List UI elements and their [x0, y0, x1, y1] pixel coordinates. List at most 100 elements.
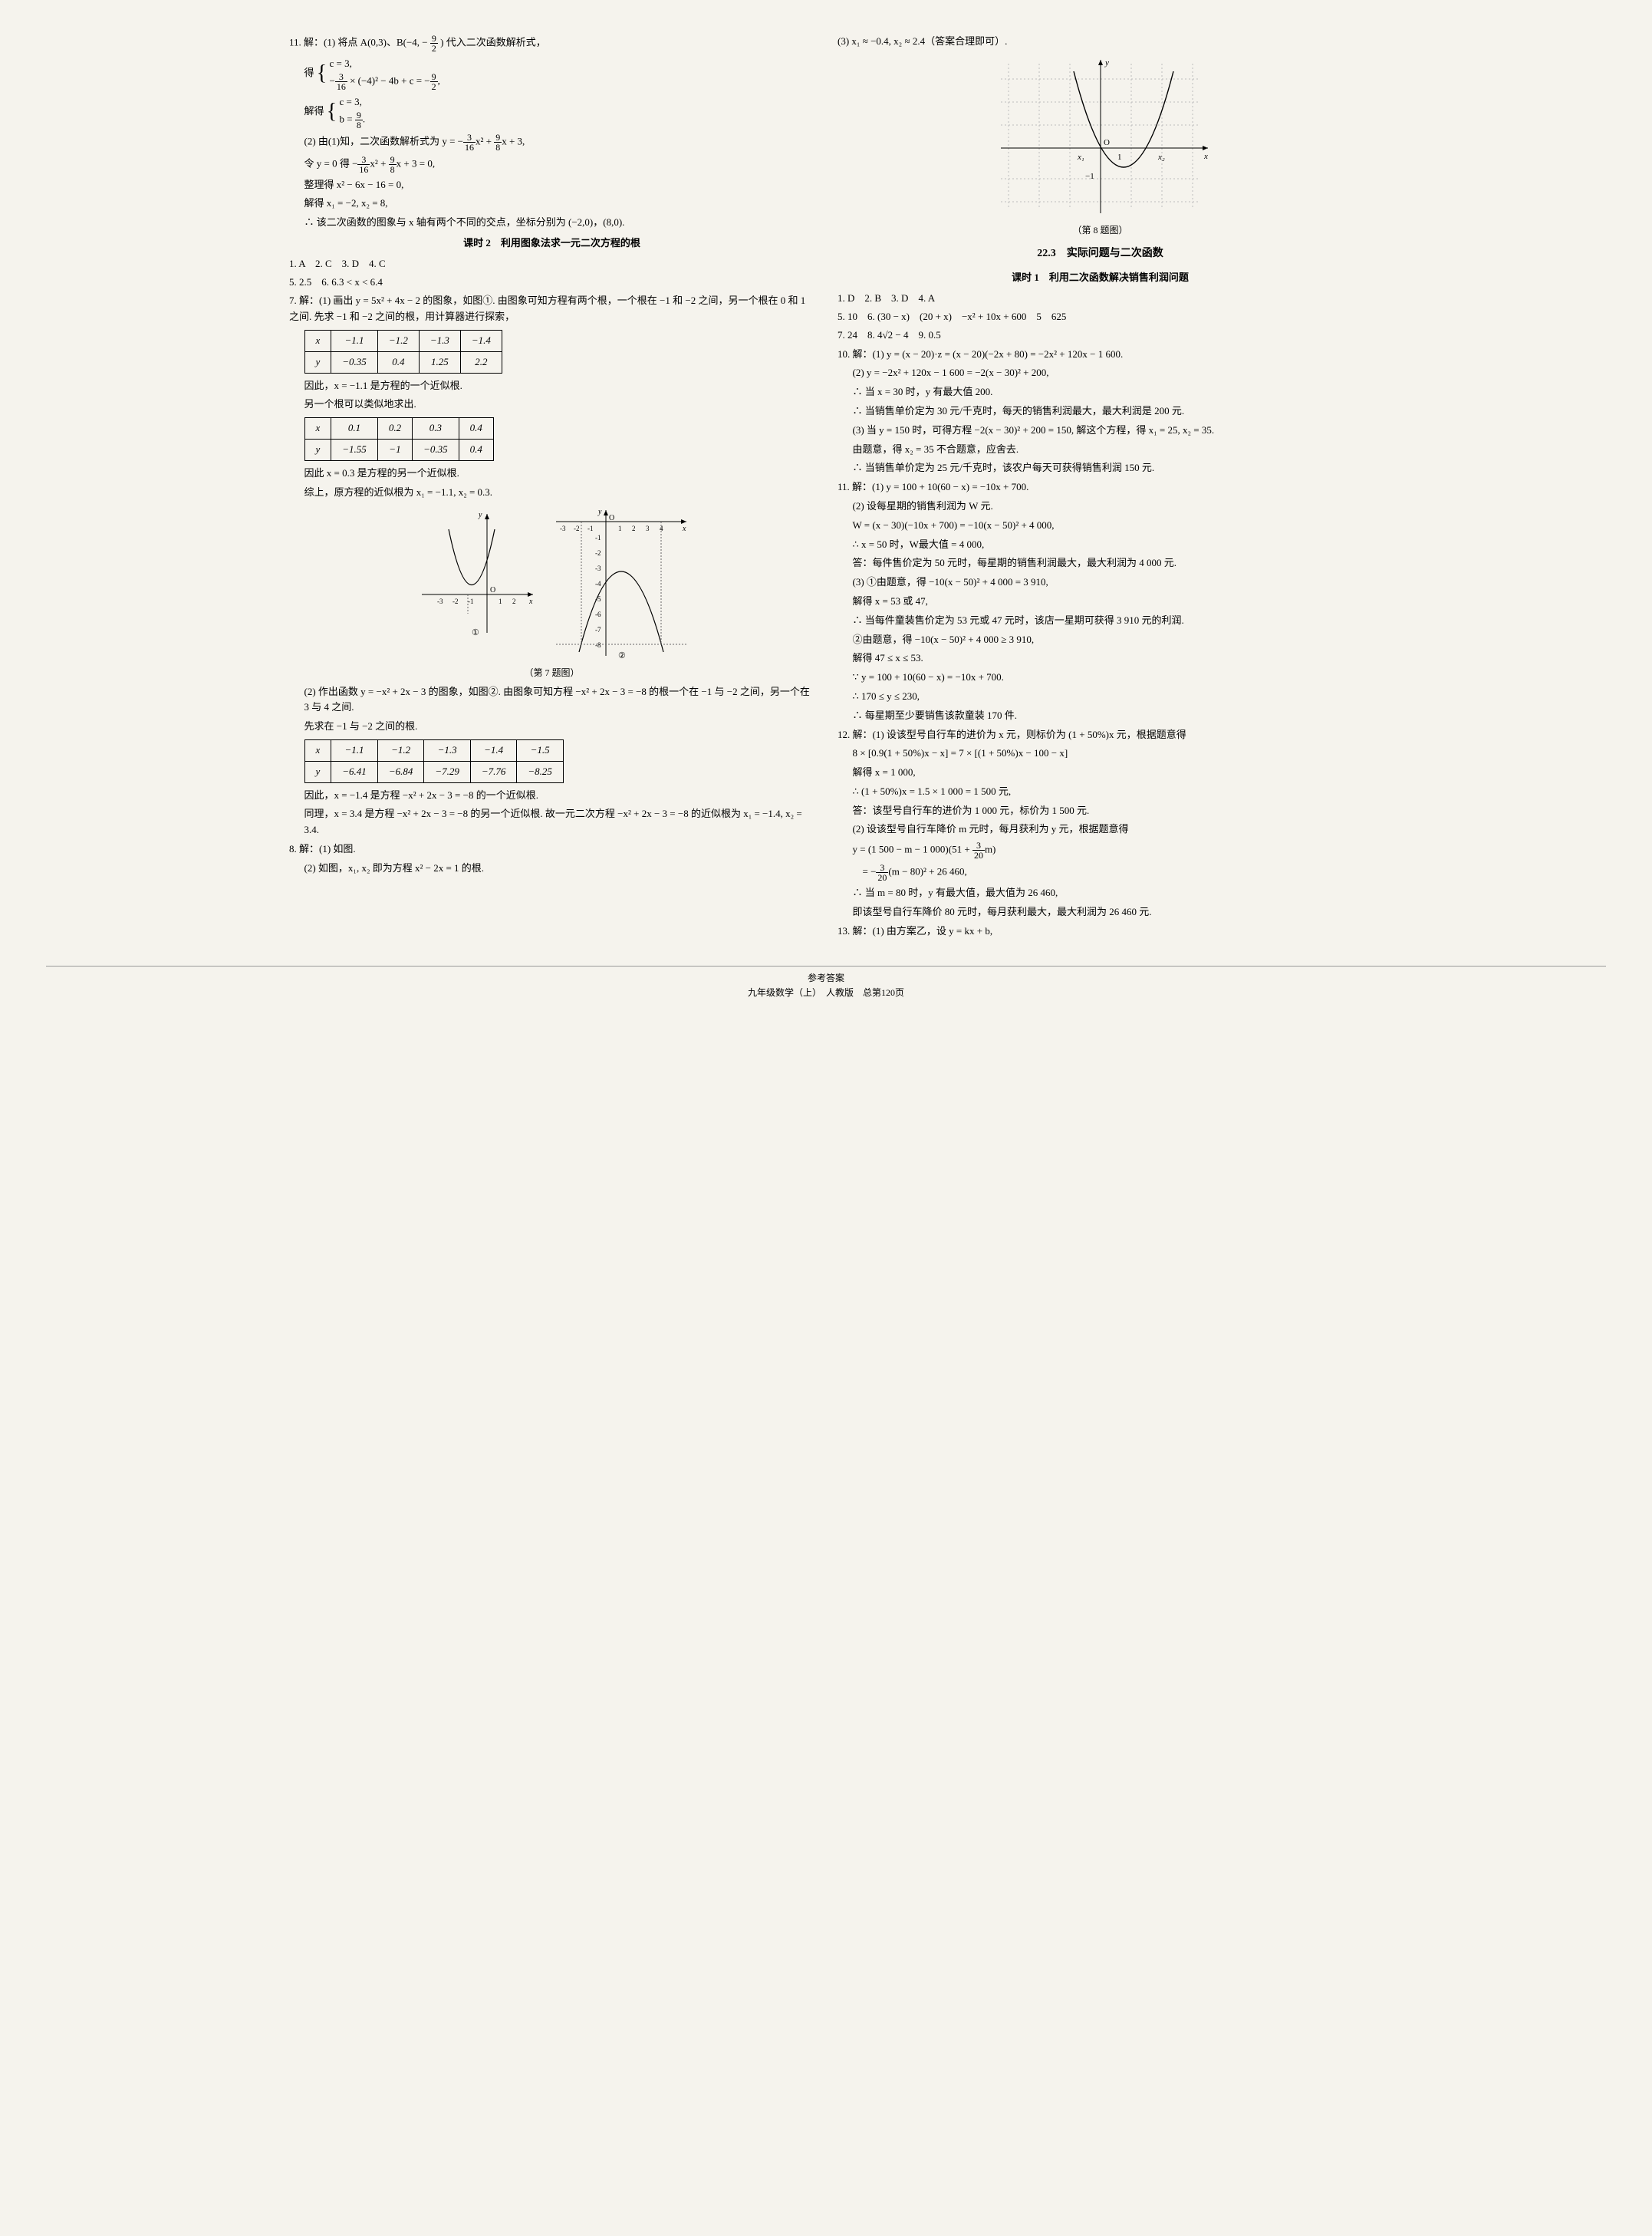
q11-p6: ∴ 该二次函数的图象与 x 轴有两个不同的交点，坐标分别为 (−2,0)，(8,… [289, 215, 814, 231]
q10-l1: 10. 解：(1) y = (x − 20)·z = (x − 20)(−2x … [838, 347, 1363, 363]
footer-info: 九年级数学（上） 人教版 总第120页 [46, 986, 1606, 1000]
sys-line: c = 3, [329, 56, 439, 72]
text: 11. 解：(1) 将点 A(0,3)、B(−4, − [289, 36, 428, 48]
svg-text:-4: -4 [595, 580, 601, 588]
q11-l9: ②由题意，得 −10(x − 50)² + 4 000 ≥ 3 910, [838, 632, 1363, 648]
graph-2: O x y -3 -2 -1 1 2 3 4 -1 -2 -3 -4 -5 -6 [552, 506, 690, 660]
keshi2-title: 课时 2 利用图象法求一元二次方程的根 [289, 235, 814, 252]
q12-l1: 12. 解：(1) 设该型号自行车的进价为 x 元，则标价为 (1 + 50%)… [838, 727, 1363, 743]
o-label: O [490, 586, 495, 594]
q10-l7: ∴ 当销售单价定为 25 元/千克时，该农户每天可获得销售利润 150 元. [838, 460, 1363, 476]
q7-mid2: 另一个根可以类似地求出. [289, 397, 814, 413]
q7-p2: (2) 作出函数 y = −x² + 2x − 3 的图象，如图②. 由图象可知… [289, 684, 814, 716]
q11-l11: ∵ y = 100 + 10(60 − x) = −10x + 700. [838, 670, 1363, 686]
svg-text:-6: -6 [595, 611, 601, 618]
frac: 92 [430, 34, 438, 53]
q10-l2: (2) y = −2x² + 120x − 1 600 = −2(x − 30)… [838, 365, 1363, 381]
neg1-label: −1 [1085, 172, 1094, 181]
q10-l6: 由题意，得 x₂ = 35 不合题意，应舍去. [838, 442, 1363, 458]
q7-mid1: 因此，x = −1.1 是方程的一个近似根. [289, 378, 814, 394]
q8-l2: (2) 如图，x₁, x₂ 即为方程 x² − 2x = 1 的根. [289, 861, 814, 877]
svg-text:-7: -7 [595, 626, 601, 634]
table-row: y−6.41−6.84−7.29−7.76−8.25 [304, 761, 563, 782]
q11-l1: 11. 解：(1) y = 100 + 10(60 − x) = −10x + … [838, 479, 1363, 496]
x-axis-label: x [528, 598, 533, 606]
q7-mid4: 综上，原方程的近似根为 x₁ = −1.1, x₂ = 0.3. [289, 485, 814, 501]
graph-label: ② [618, 651, 626, 660]
table-row: y−0.350.41.252.2 [304, 351, 502, 373]
q11-line1: 11. 解：(1) 将点 A(0,3)、B(−4, − 92 ) 代入二次函数解… [289, 34, 814, 53]
q7-table2: x0.10.20.30.4 y−1.55−1−0.350.4 [304, 417, 494, 461]
right-column: (3) x₁ ≈ −0.4, x₂ ≈ 2.4（答案合理即可）. O x [838, 31, 1363, 943]
graph-label: ① [472, 628, 479, 637]
answers-row: 7. 24 8. 4√2 − 4 9. 0.5 [838, 328, 1363, 344]
svg-text:3: 3 [646, 525, 650, 532]
q3-right: (3) x₁ ≈ −0.4, x₂ ≈ 2.4（答案合理即可）. [838, 34, 1363, 50]
q11-l5: 答：每件售价定为 50 元时，每星期的销售利润最大，最大利润为 4 000 元. [838, 555, 1363, 571]
q10-l4: ∴ 当销售单价定为 30 元/千克时，每天的销售利润最大，最大利润是 200 元… [838, 403, 1363, 420]
svg-text:-1: -1 [587, 525, 594, 532]
o-label: O [1104, 138, 1110, 147]
answers-row: 5. 10 6. (30 − x) (20 + x) −x² + 10x + 6… [838, 309, 1363, 325]
q12-l9: ∴ 当 m = 80 时，y 有最大值，最大值为 26 460, [838, 885, 1363, 901]
q7-lead: 7. 解：(1) 画出 y = 5x² + 4x − 2 的图象，如图①. 由图… [289, 293, 814, 325]
q10-l5: (3) 当 y = 150 时，可得方程 −2(x − 30)² + 200 =… [838, 423, 1363, 439]
svg-text:-2: -2 [574, 525, 580, 532]
q11-l13: ∴ 每星期至少要销售该款童装 170 件. [838, 708, 1363, 724]
q11-p3: 令 y = 0 得 −316x² + 98x + 3 = 0, [289, 155, 814, 174]
sys-line: b = 98. [339, 110, 365, 130]
q12-l3: 解得 x = 1 000, [838, 765, 1363, 781]
q11-l4: ∴ x = 50 时，W最大值 = 4 000, [838, 537, 1363, 553]
svg-text:-1: -1 [595, 534, 601, 542]
q8-graph: O x y x₁ x₂ 1 −1 [838, 56, 1363, 217]
svg-text:-3: -3 [437, 598, 443, 605]
answers-row: 5. 2.5 6. 6.3 < x < 6.4 [289, 275, 814, 291]
svg-text:-3: -3 [560, 525, 566, 532]
sys-line: c = 3, [339, 94, 365, 110]
y-axis-label: y [1104, 58, 1109, 68]
svg-text:-2: -2 [452, 598, 459, 605]
table-row: x−1.1−1.2−1.3−1.4−1.5 [304, 739, 563, 761]
svg-text:-8: -8 [595, 641, 601, 649]
answers-row: 1. D 2. B 3. D 4. A [838, 291, 1363, 307]
q7-mid3: 因此 x = 0.3 是方程的另一个近似根. [289, 466, 814, 482]
answers-row: 1. A 2. C 3. D 4. C [289, 256, 814, 272]
fig7-caption: （第 7 题图） [289, 666, 814, 680]
sys-line: −316 × (−4)² − 4b + c = −92, [329, 72, 439, 91]
section-22-3-title: 22.3 实际问题与二次函数 [838, 245, 1363, 262]
table-row: y−1.55−1−0.350.4 [304, 439, 493, 460]
q7-graphs: O x y -3 -2 -1 1 2 ① [289, 506, 814, 660]
svg-text:-2: -2 [595, 549, 601, 557]
svg-text:-1: -1 [468, 598, 474, 605]
fig8-caption: （第 8 题图） [838, 223, 1363, 238]
q11-l12: ∴ 170 ≤ y ≤ 230, [838, 689, 1363, 705]
q7-p3: 先求在 −1 与 −2 之间的根. [289, 719, 814, 735]
x-axis-label: x [682, 525, 686, 533]
table-row: x0.10.20.30.4 [304, 418, 493, 440]
page-footer: 参考答案 九年级数学（上） 人教版 总第120页 [46, 966, 1606, 1000]
x2-label: x₂ [1157, 153, 1165, 162]
q12-l7: y = (1 500 − m − 1 000)(51 + 320m) [838, 841, 1363, 860]
svg-text:2: 2 [632, 525, 636, 532]
y-axis-label: y [478, 511, 482, 519]
q11-l3: W = (x − 30)(−10x + 700) = −10(x − 50)² … [838, 518, 1363, 534]
q7-p5: 同理，x = 3.4 是方程 −x² + 2x − 3 = −8 的另一个近似根… [289, 806, 814, 838]
q12-l6: (2) 设该型号自行车降价 m 元时，每月获利为 y 元，根据题意得 [838, 822, 1363, 838]
brace-icon: { [327, 101, 337, 123]
q12-l5: 答：该型号自行车的进价为 1 000 元，标价为 1 500 元. [838, 803, 1363, 819]
o-label: O [609, 514, 614, 522]
q11-l6: (3) ①由题意，得 −10(x − 50)² + 4 000 = 3 910, [838, 575, 1363, 591]
left-column: 11. 解：(1) 将点 A(0,3)、B(−4, − 92 ) 代入二次函数解… [289, 31, 814, 943]
q11-l10: 解得 47 ≤ x ≤ 53. [838, 650, 1363, 667]
svg-text:-3: -3 [595, 565, 601, 572]
q10-l3: ∴ 当 x = 30 时，y 有最大值 200. [838, 384, 1363, 400]
q7-table1: x−1.1−1.2−1.3−1.4 y−0.350.41.252.2 [304, 330, 502, 374]
svg-text:1: 1 [618, 525, 622, 532]
brace-icon: { [317, 63, 327, 84]
q8-l1: 8. 解：(1) 如图. [289, 841, 814, 858]
q13: 13. 解：(1) 由方案乙，设 y = kx + b, [838, 924, 1363, 940]
text: ) 代入二次函数解析式， [440, 36, 546, 48]
q11-p4: 整理得 x² − 6x − 16 = 0, [289, 177, 814, 193]
q12-l2: 8 × [0.9(1 + 50%)x − x] = 7 × [(1 + 50%)… [838, 746, 1363, 762]
q12-l4: ∴ (1 + 50%)x = 1.5 × 1 000 = 1 500 元, [838, 784, 1363, 800]
